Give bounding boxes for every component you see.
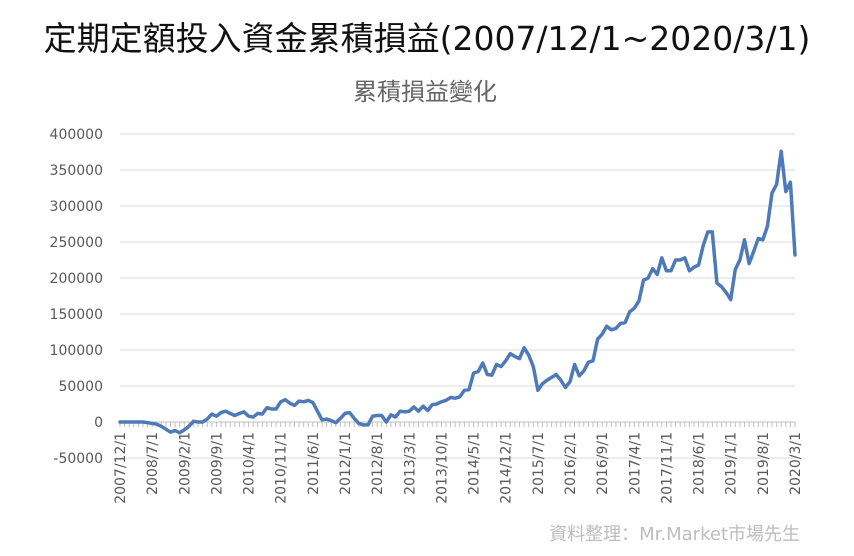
x-tick-label: 2019/8/1 — [756, 432, 772, 495]
x-tick-label: 2015/7/1 — [531, 432, 547, 495]
x-tick-label: 2014/5/1 — [467, 432, 483, 495]
x-tick-label: 2018/6/1 — [692, 432, 708, 495]
y-tick-label: 50000 — [58, 379, 103, 395]
x-tick-label: 2009/2/1 — [177, 432, 193, 495]
source-note: 資料整理：Mr.Market市場先生 — [549, 524, 800, 545]
x-tick-label: 2013/3/1 — [402, 432, 418, 495]
x-tick-label: 2010/4/1 — [242, 432, 258, 495]
y-tick-label: 100000 — [50, 343, 103, 359]
x-tick-label: 2016/2/1 — [563, 432, 579, 495]
series-group — [118, 149, 797, 435]
chart-title: 累積損益變化 — [353, 78, 497, 106]
y-tick-label: 400000 — [50, 127, 103, 143]
y-tick-label: 200000 — [50, 271, 103, 287]
y-tick-label: 350000 — [50, 163, 103, 179]
x-tick-label: 2016/9/1 — [595, 432, 611, 495]
y-tick-label: 250000 — [50, 235, 103, 251]
x-tick-label: 2012/8/1 — [370, 432, 386, 495]
series-line — [118, 149, 797, 435]
x-tick-label: 2011/6/1 — [306, 432, 322, 495]
x-tick-label: 2007/12/1 — [113, 432, 129, 504]
x-tick-label: 2017/4/1 — [627, 432, 643, 495]
x-tick-label: 2012/1/1 — [338, 432, 354, 495]
x-axis — [119, 421, 796, 427]
y-tick-label: 150000 — [50, 307, 103, 323]
x-tick-label: 2009/9/1 — [209, 432, 225, 495]
x-tick-label: 2013/10/1 — [434, 432, 450, 504]
x-axis-ticks: 2007/12/1 2008/7/1 2009/2/1 2009/9/1 2010/4/… — [113, 432, 804, 504]
x-tick-label: 2010/11/1 — [274, 432, 290, 504]
page-title: 定期定額投入資金累積損益(2007/12/1~2020/3/1) — [43, 19, 811, 58]
y-tick-label: -50000 — [53, 451, 103, 467]
x-tick-label: 2020/3/1 — [788, 432, 804, 495]
x-tick-label: 2014/12/1 — [499, 432, 515, 504]
x-tick-label: 2017/11/1 — [659, 432, 675, 504]
x-tick-label: 2008/7/1 — [145, 432, 161, 495]
y-tick-label: 0 — [94, 415, 103, 431]
gridlines — [120, 133, 795, 459]
x-tick-label: 2019/1/1 — [724, 432, 740, 495]
y-axis-ticks: -50000 0 50000 100000 150000 200000 250000 3000… — [50, 127, 103, 467]
y-tick-label: 300000 — [50, 199, 103, 215]
